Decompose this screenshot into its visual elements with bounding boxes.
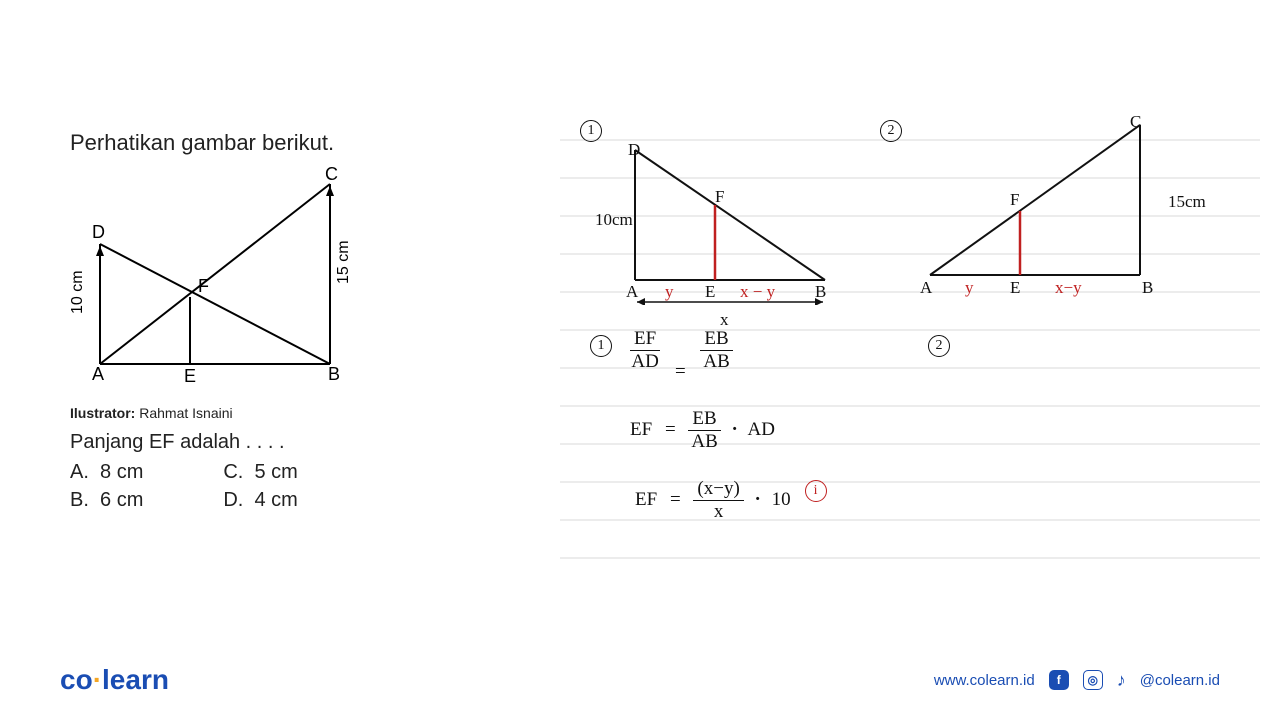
fig1-y: y <box>665 282 674 302</box>
fig2-xy: x−y <box>1055 278 1082 298</box>
svg-text:E: E <box>184 366 196 386</box>
logo: co·learn <box>60 664 169 696</box>
fig1-xy: x − y <box>740 282 775 302</box>
svg-text:10 cm: 10 cm <box>70 270 86 314</box>
fig2-A: A <box>920 278 932 298</box>
footer-url: www.colearn.id <box>934 672 1035 689</box>
question-panel: Perhatikan gambar berikut. A B C D E F 1… <box>70 130 470 514</box>
illustrator-credit: Ilustrator: Rahmat Isnaini <box>70 405 470 421</box>
fig1-B: B <box>815 282 826 302</box>
fig2-B: B <box>1142 278 1153 298</box>
svg-text:D: D <box>92 222 105 242</box>
footer-handle: @colearn.id <box>1140 672 1220 689</box>
question-title: Perhatikan gambar berikut. <box>70 130 470 156</box>
svg-text:15 cm: 15 cm <box>335 240 352 284</box>
fig1-10cm: 10cm <box>595 210 633 230</box>
tiktok-icon: ♪ <box>1117 670 1126 691</box>
option-d: D. 4 cm <box>223 486 297 514</box>
svg-text:C: C <box>325 164 338 184</box>
fig2-marker: 2 <box>880 120 902 142</box>
eq-line3: EF = (x−y) x · 10 i <box>635 478 791 523</box>
fig1-A: A <box>626 282 638 302</box>
fig2-E: E <box>1010 278 1020 298</box>
footer: co·learn www.colearn.id f ◎ ♪ @colearn.i… <box>0 660 1280 700</box>
fig2-F: F <box>1010 190 1019 210</box>
working-panel: 1 10cm D F A E B y x − y x 2 <box>560 110 1260 570</box>
svg-text:A: A <box>92 364 104 384</box>
eq-line1: EF AD = EB AB <box>630 328 733 373</box>
question-prompt: Panjang EF adalah . . . . <box>70 431 470 454</box>
facebook-icon: f <box>1049 670 1069 690</box>
eq-marker1: 1 <box>590 335 612 357</box>
eq-line2: EF = EB AB · AD <box>630 408 775 453</box>
fig1-F: F <box>715 187 724 207</box>
fig1-marker: 1 <box>580 120 602 142</box>
fig2-15cm: 15cm <box>1168 192 1206 212</box>
fig1-svg <box>615 130 845 305</box>
option-b: B. 6 cm <box>70 486 143 514</box>
fig1-E: E <box>705 282 715 302</box>
option-c: C. 5 cm <box>223 458 297 486</box>
svg-text:F: F <box>198 276 209 296</box>
option-a: A. 8 cm <box>70 458 143 486</box>
svg-text:B: B <box>328 364 340 384</box>
fig2-svg <box>910 115 1170 290</box>
eq-marker2: 2 <box>928 335 950 357</box>
fig1-x: x <box>720 310 729 330</box>
fig1-D: D <box>628 140 640 160</box>
fig2-C: C <box>1130 112 1141 132</box>
instagram-icon: ◎ <box>1083 670 1103 690</box>
fig2-y: y <box>965 278 974 298</box>
question-figure: A B C D E F 10 cm 15 cm <box>70 164 370 394</box>
answer-options: A. 8 cm B. 6 cm C. 5 cm D. 4 cm <box>70 458 470 514</box>
